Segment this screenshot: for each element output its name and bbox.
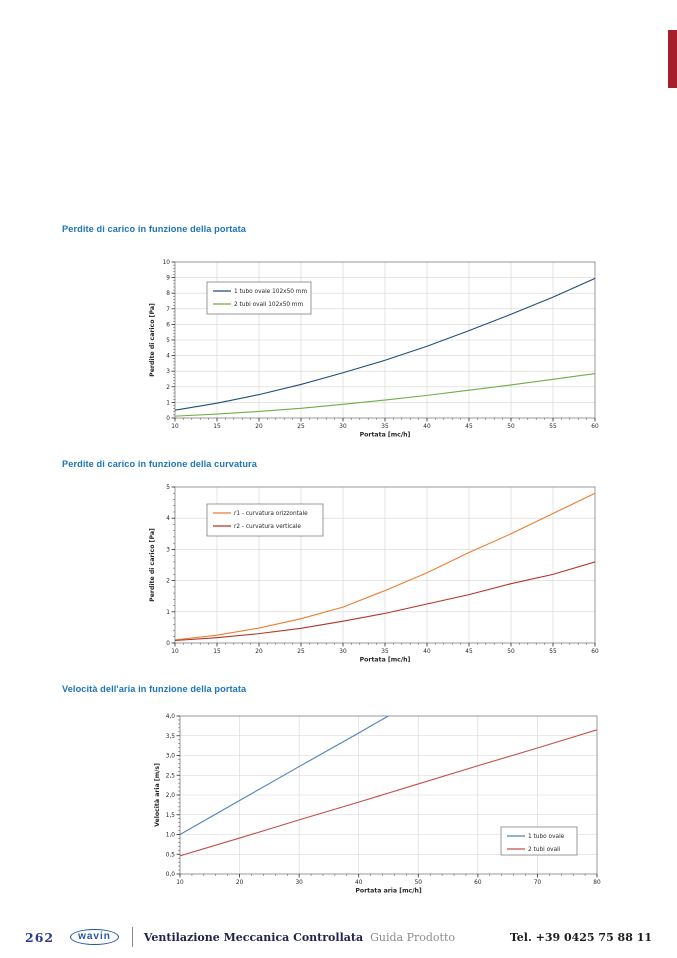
svg-text:7: 7 (166, 307, 170, 313)
svg-text:2 tubi ovali 102x50 mm: 2 tubi ovali 102x50 mm (234, 302, 304, 308)
svg-text:30: 30 (339, 424, 347, 430)
chart-perdite-carico-curvatura: 10 15 20 25 30 35 40 45 50 55 60 0 1 2 3 4 5 Portata [mc/… (140, 476, 610, 677)
svg-text:r1 - curvatura orizzontale: r1 - curvatura orizzontale (234, 511, 308, 517)
svg-text:Perdite di carico [Pa]: Perdite di carico [Pa] (149, 303, 156, 377)
svg-text:10: 10 (171, 649, 179, 655)
svg-text:10: 10 (171, 424, 179, 430)
svg-text:5: 5 (166, 485, 170, 491)
svg-text:4: 4 (166, 354, 170, 360)
svg-text:1 tubo ovale 102x50 mm: 1 tubo ovale 102x50 mm (234, 289, 307, 295)
svg-text:45: 45 (465, 649, 473, 655)
svg-text:40: 40 (355, 880, 363, 886)
footer-doc-title: Ventilazione Meccanica Controllata (143, 930, 364, 944)
svg-text:10: 10 (163, 260, 171, 266)
svg-text:Velocità aria [m/s]: Velocità aria [m/s] (153, 763, 161, 827)
footer-doc-subtitle: Guida Prodotto (370, 930, 455, 944)
svg-text:3,0: 3,0 (166, 754, 176, 760)
svg-text:25: 25 (297, 424, 305, 430)
svg-text:1 tubo ovale: 1 tubo ovale (528, 834, 565, 840)
page-number: 262 (25, 929, 55, 945)
svg-text:20: 20 (255, 649, 263, 655)
svg-text:1: 1 (166, 610, 170, 616)
svg-text:Portata aria [mc/h]: Portata aria [mc/h] (355, 888, 422, 895)
svg-text:30: 30 (339, 649, 347, 655)
svg-text:1: 1 (166, 400, 170, 406)
svg-text:9: 9 (166, 276, 170, 282)
chart-velocita-aria: 10 20 30 40 50 60 70 80 0,0 0,5 1,0 1,5 2,0 2,5 3,0 3,5… (143, 701, 613, 906)
svg-text:3,5: 3,5 (166, 734, 176, 740)
svg-text:80: 80 (593, 880, 601, 886)
chart-perdite-carico-portata: 10 15 20 25 30 35 40 45 50 55 60 0 1 2 3 4 5 6 7 8 9 10 Portat… (140, 251, 610, 452)
svg-text:6: 6 (166, 322, 170, 328)
svg-text:15: 15 (213, 424, 221, 430)
svg-text:60: 60 (591, 649, 599, 655)
svg-text:60: 60 (591, 424, 599, 430)
wavin-logo: wavin (70, 929, 119, 945)
svg-text:3: 3 (166, 547, 170, 553)
svg-text:2,0: 2,0 (166, 793, 176, 799)
svg-text:45: 45 (465, 424, 473, 430)
svg-text:55: 55 (549, 424, 557, 430)
footer-divider (131, 927, 133, 947)
svg-text:20: 20 (255, 424, 263, 430)
section-title-velocita-aria: Velocità dell'aria in funzione della por… (62, 684, 247, 694)
svg-text:Perdite di carico [Pa]: Perdite di carico [Pa] (149, 528, 156, 602)
svg-text:25: 25 (297, 649, 305, 655)
svg-text:35: 35 (381, 649, 389, 655)
svg-text:2: 2 (166, 579, 170, 585)
svg-text:0,5: 0,5 (166, 852, 176, 858)
svg-text:5: 5 (166, 338, 170, 344)
svg-text:50: 50 (507, 424, 515, 430)
svg-text:0: 0 (166, 416, 170, 422)
svg-text:50: 50 (507, 649, 515, 655)
svg-text:r2 - curvatura verticale: r2 - curvatura verticale (234, 524, 301, 530)
svg-text:40: 40 (423, 649, 431, 655)
chart-svg-2: 10 20 30 40 50 60 70 80 0,0 0,5 1,0 1,5 2,0 2,5 3,0 3,5… (153, 714, 601, 895)
svg-text:Portata [mc/h]: Portata [mc/h] (360, 432, 411, 439)
svg-text:1,0: 1,0 (166, 833, 176, 839)
svg-text:8: 8 (166, 291, 170, 297)
svg-text:0: 0 (166, 641, 170, 647)
svg-text:55: 55 (549, 649, 557, 655)
svg-text:1,5: 1,5 (166, 813, 176, 819)
section-tab (668, 30, 677, 88)
svg-text:10: 10 (176, 880, 184, 886)
svg-text:30: 30 (295, 880, 303, 886)
svg-text:0,0: 0,0 (166, 872, 176, 878)
svg-text:2,5: 2,5 (166, 773, 176, 779)
section-title-perdite-portata: Perdite di carico in funzione della port… (62, 224, 246, 234)
svg-text:60: 60 (474, 880, 482, 886)
section-title-perdite-curvatura: Perdite di carico in funzione della curv… (62, 459, 257, 469)
svg-text:4,0: 4,0 (166, 714, 176, 720)
svg-text:35: 35 (381, 424, 389, 430)
svg-text:15: 15 (213, 649, 221, 655)
svg-text:2: 2 (166, 385, 170, 391)
chart-svg-0: 10 15 20 25 30 35 40 45 50 55 60012345678910Portat… (149, 260, 599, 439)
svg-text:Portata [mc/h]: Portata [mc/h] (360, 657, 411, 664)
svg-text:20: 20 (236, 880, 244, 886)
svg-text:50: 50 (415, 880, 423, 886)
page-footer: 262 wavin Ventilazione Meccanica Control… (25, 924, 652, 950)
svg-text:40: 40 (423, 424, 431, 430)
svg-text:3: 3 (166, 369, 170, 375)
wavin-logo-text: wavin (78, 931, 111, 942)
footer-phone: Tel. +39 0425 75 88 11 (509, 930, 652, 944)
svg-text:70: 70 (534, 880, 542, 886)
svg-text:4: 4 (166, 516, 170, 522)
svg-text:2 tubi ovali: 2 tubi ovali (528, 847, 561, 853)
